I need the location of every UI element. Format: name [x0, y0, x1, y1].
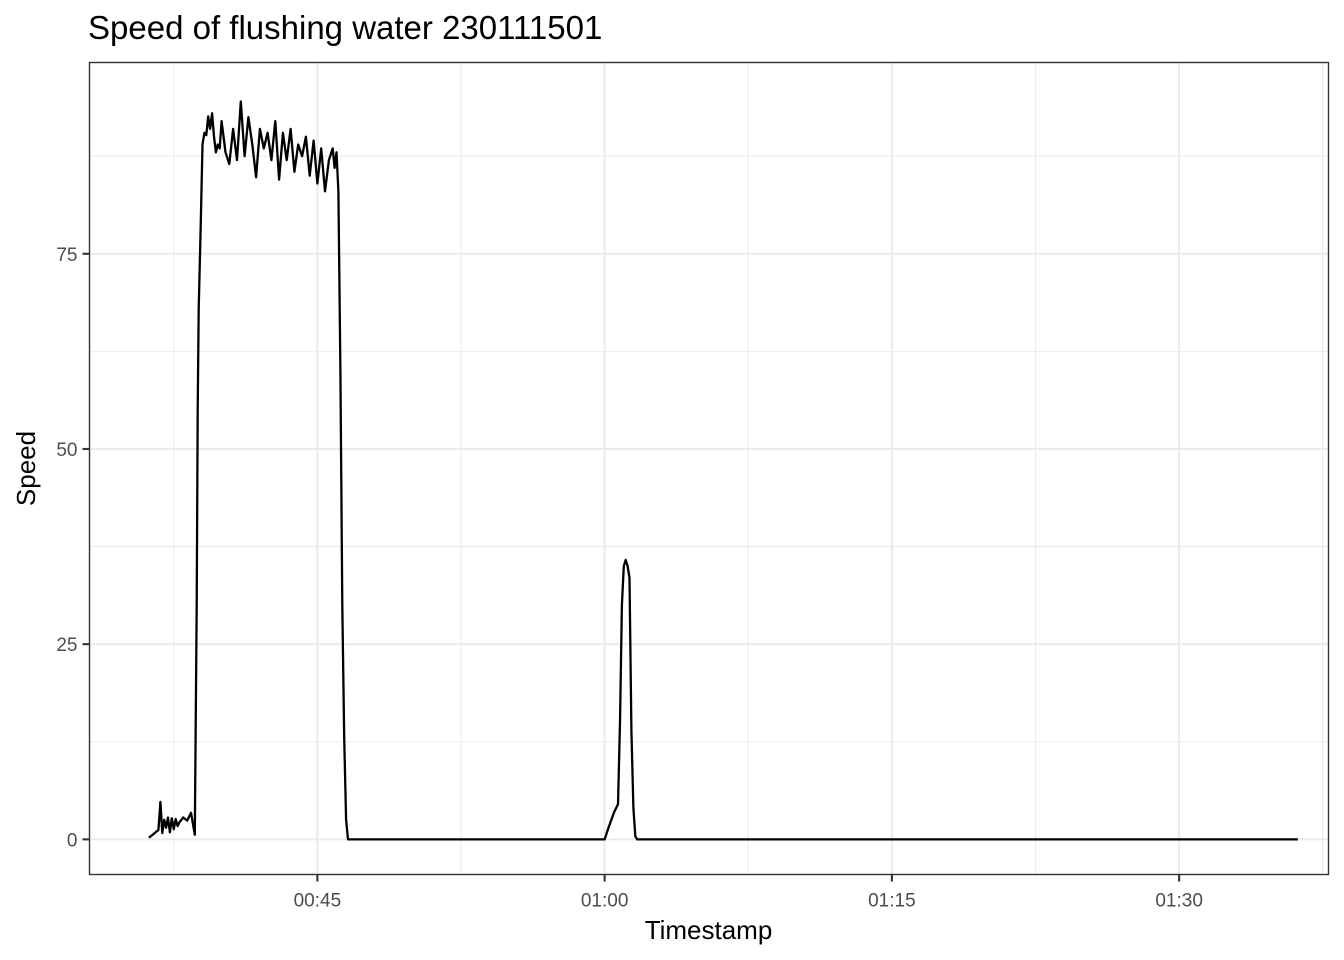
grid [89, 62, 1329, 875]
y-tick-label: 25 [56, 635, 77, 656]
y-tick-label: 0 [67, 830, 78, 851]
x-axis-title: Timestamp [645, 915, 773, 945]
x-tick-label: 01:15 [868, 891, 916, 912]
y-axis-title: Speed [11, 431, 41, 506]
x-tick-label: 01:30 [1155, 891, 1203, 912]
x-axis: 00:45 01:00 01:15 01:30 [294, 874, 1203, 912]
x-tick-label: 00:45 [294, 891, 342, 912]
y-axis: 0 25 50 75 [56, 245, 90, 851]
y-tick-label: 50 [56, 440, 77, 461]
y-tick-label: 75 [56, 245, 77, 266]
speed-line [148, 100, 1298, 841]
plot-panel [88, 61, 1330, 876]
chart-title: Speed of flushing water 230111501 [88, 9, 602, 46]
x-tick-label: 01:00 [581, 891, 629, 912]
